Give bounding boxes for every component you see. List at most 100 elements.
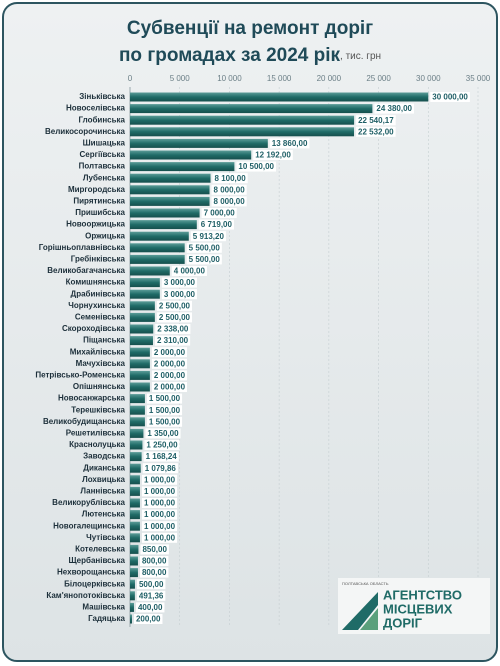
category-label: Терешківська bbox=[71, 405, 125, 414]
bar bbox=[130, 521, 140, 531]
category-label: Нехворощанська bbox=[57, 568, 126, 577]
value-label-bg bbox=[161, 289, 197, 300]
value-label: 2 000,00 bbox=[154, 359, 186, 368]
value-label-bg bbox=[212, 173, 248, 184]
category-label: Пришибська bbox=[75, 208, 125, 217]
logo-text: ДОРІГ bbox=[383, 615, 423, 630]
category-label: Сергіївська bbox=[80, 150, 126, 159]
value-label: 24 380,00 bbox=[376, 104, 412, 113]
bar bbox=[130, 359, 150, 369]
bar bbox=[130, 115, 355, 125]
category-label: Пирятинська bbox=[73, 197, 125, 206]
bar bbox=[130, 486, 140, 496]
value-label-bg bbox=[151, 358, 188, 369]
category-label: Скороходівська bbox=[62, 324, 126, 333]
value-label-bg bbox=[156, 300, 192, 311]
value-label-bg bbox=[143, 451, 179, 462]
category-label: Лубенська bbox=[83, 173, 126, 182]
category-label: Полтавська bbox=[79, 162, 126, 171]
category-label: Миргородська bbox=[68, 185, 126, 194]
value-label: 5 500,00 bbox=[189, 243, 221, 252]
bar bbox=[130, 92, 429, 102]
value-label-bg bbox=[269, 138, 310, 149]
value-label-bg bbox=[151, 382, 188, 392]
bar bbox=[130, 278, 160, 288]
value-label: 5 500,00 bbox=[189, 255, 221, 264]
value-label-bg bbox=[430, 92, 470, 102]
value-label-bg bbox=[211, 196, 247, 207]
value-label: 22 532,00 bbox=[358, 127, 394, 136]
value-label-bg bbox=[139, 567, 169, 578]
category-label: Новооржицька bbox=[66, 220, 125, 229]
bar bbox=[130, 510, 140, 520]
bar bbox=[130, 254, 185, 264]
logo-text: МІСЦЕВИХ bbox=[383, 601, 453, 616]
value-label-bg bbox=[156, 312, 192, 323]
value-label-bg bbox=[142, 463, 178, 474]
logo-box bbox=[338, 578, 490, 634]
value-label-bg bbox=[133, 614, 163, 624]
value-label: 1 250,00 bbox=[146, 441, 178, 450]
value-label: 1 000,00 bbox=[144, 487, 176, 496]
value-label-bg bbox=[146, 393, 183, 404]
chart-title: по громадах за 2024 рік, тис. грн bbox=[119, 45, 381, 66]
logo-shape bbox=[342, 592, 378, 630]
bar bbox=[130, 591, 135, 601]
value-label-bg bbox=[146, 405, 183, 416]
value-label: 200,00 bbox=[136, 615, 161, 624]
value-label-bg bbox=[211, 184, 247, 195]
value-label: 13 860,00 bbox=[272, 139, 308, 148]
category-label: Піщанська bbox=[83, 336, 125, 345]
bar bbox=[130, 185, 210, 195]
unit: , тис. грн bbox=[340, 51, 381, 62]
value-label: 1 500,00 bbox=[149, 417, 181, 426]
category-label: Горішньоплавнівська bbox=[39, 243, 126, 252]
bar bbox=[130, 138, 268, 148]
bar bbox=[130, 266, 170, 276]
bar bbox=[130, 231, 189, 241]
category-label: Щербанівська bbox=[69, 556, 126, 565]
value-label-bg bbox=[356, 115, 396, 126]
logo-text: АГЕНТСТВО bbox=[383, 587, 462, 602]
value-label-bg bbox=[374, 103, 415, 114]
bar bbox=[130, 556, 138, 566]
value-label: 2 500,00 bbox=[159, 313, 191, 322]
value-label: 500,00 bbox=[139, 580, 164, 589]
bar bbox=[130, 579, 135, 589]
value-label-bg bbox=[141, 521, 178, 532]
category-label: Ланнівська bbox=[80, 487, 125, 496]
value-label-bg bbox=[140, 544, 169, 555]
value-label: 1 000,00 bbox=[144, 522, 176, 531]
bar bbox=[130, 196, 210, 206]
value-label: 8 100,00 bbox=[215, 174, 247, 183]
value-label: 22 540,17 bbox=[358, 116, 394, 125]
category-label: Великобудищанська bbox=[43, 417, 126, 426]
logo: ПОЛТАВСЬКА ОБЛАСТЬ АГЕНТСТВО МІСЦЕВИХ ДО… bbox=[338, 578, 490, 634]
category-label: Заводська bbox=[83, 452, 125, 461]
bar bbox=[130, 220, 197, 230]
bar bbox=[130, 428, 144, 438]
value-label: 1 000,00 bbox=[144, 499, 176, 508]
category-label: Новоселівська bbox=[66, 104, 126, 113]
category-label: Гребінківська bbox=[71, 255, 126, 264]
value-label-bg bbox=[236, 161, 276, 172]
category-label: Зіньківська bbox=[79, 92, 125, 101]
value-label: 491,36 bbox=[139, 591, 164, 600]
value-label: 12 192,00 bbox=[255, 151, 291, 160]
x-tick-label: 0 bbox=[128, 74, 133, 83]
x-tick-label: 10 000 bbox=[217, 74, 242, 83]
value-label-bg bbox=[144, 440, 180, 450]
value-label-bg bbox=[136, 579, 166, 590]
category-label: Лохвицька bbox=[82, 475, 125, 484]
value-label: 1 500,00 bbox=[149, 394, 181, 403]
bar bbox=[130, 301, 155, 311]
value-label-bg bbox=[253, 150, 293, 160]
value-label: 8 000,00 bbox=[214, 197, 246, 206]
category-label: Диканська bbox=[83, 463, 125, 472]
value-label-bg bbox=[141, 474, 178, 485]
category-label: Великорублівська bbox=[52, 498, 125, 507]
value-label: 3 000,00 bbox=[164, 290, 196, 299]
value-label: 1 000,00 bbox=[144, 475, 176, 484]
value-label: 850,00 bbox=[142, 545, 167, 554]
